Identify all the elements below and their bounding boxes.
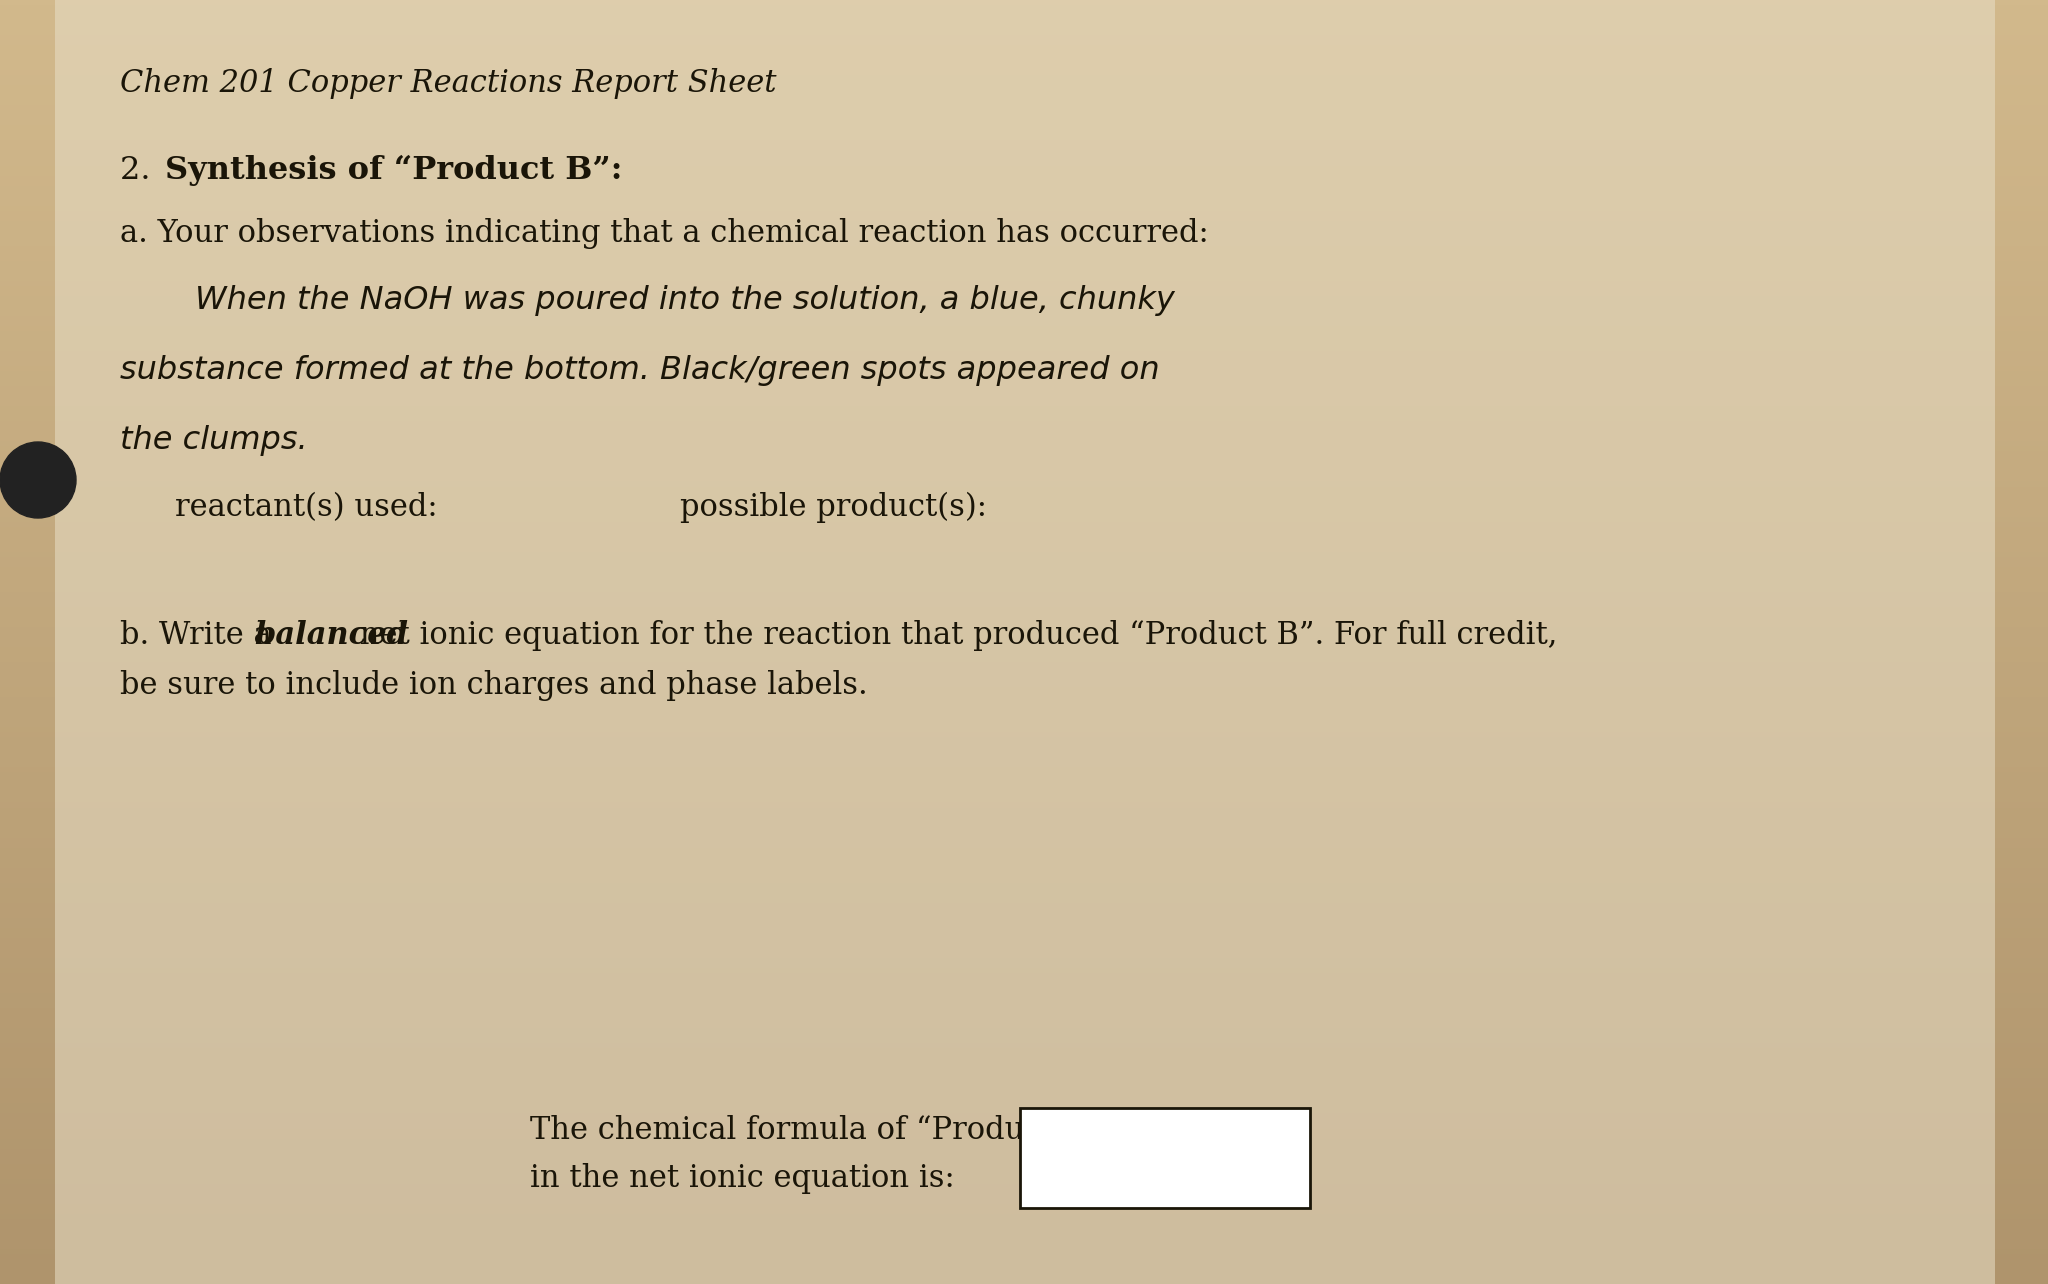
Text: reactant(s) used:: reactant(s) used: xyxy=(174,492,438,523)
Text: When the NaOH was poured into the solution, a blue, chunky: When the NaOH was poured into the soluti… xyxy=(195,285,1176,316)
Text: Synthesis of “Product B”:: Synthesis of “Product B”: xyxy=(166,155,623,186)
Text: be sure to include ion charges and phase labels.: be sure to include ion charges and phase… xyxy=(121,670,868,701)
Text: b. Write a: b. Write a xyxy=(121,620,281,651)
Text: possible product(s):: possible product(s): xyxy=(680,492,987,523)
Text: in the net ionic equation is:: in the net ionic equation is: xyxy=(530,1163,954,1194)
Text: balanced: balanced xyxy=(254,620,408,651)
Text: Chem 201 Copper Reactions Report Sheet: Chem 201 Copper Reactions Report Sheet xyxy=(121,68,776,99)
Text: 2.: 2. xyxy=(121,155,170,186)
Text: The chemical formula of “Product B”: The chemical formula of “Product B” xyxy=(530,1115,1102,1147)
Circle shape xyxy=(0,442,76,517)
Text: the clumps.: the clumps. xyxy=(121,425,307,456)
Text: net ionic equation for the reaction that produced “Product B”. For full credit,: net ionic equation for the reaction that… xyxy=(350,620,1559,651)
Bar xyxy=(1020,1108,1311,1208)
Text: a. Your observations indicating that a chemical reaction has occurred:: a. Your observations indicating that a c… xyxy=(121,218,1208,249)
Text: substance formed at the bottom. Black/green spots appeared on: substance formed at the bottom. Black/gr… xyxy=(121,354,1159,386)
